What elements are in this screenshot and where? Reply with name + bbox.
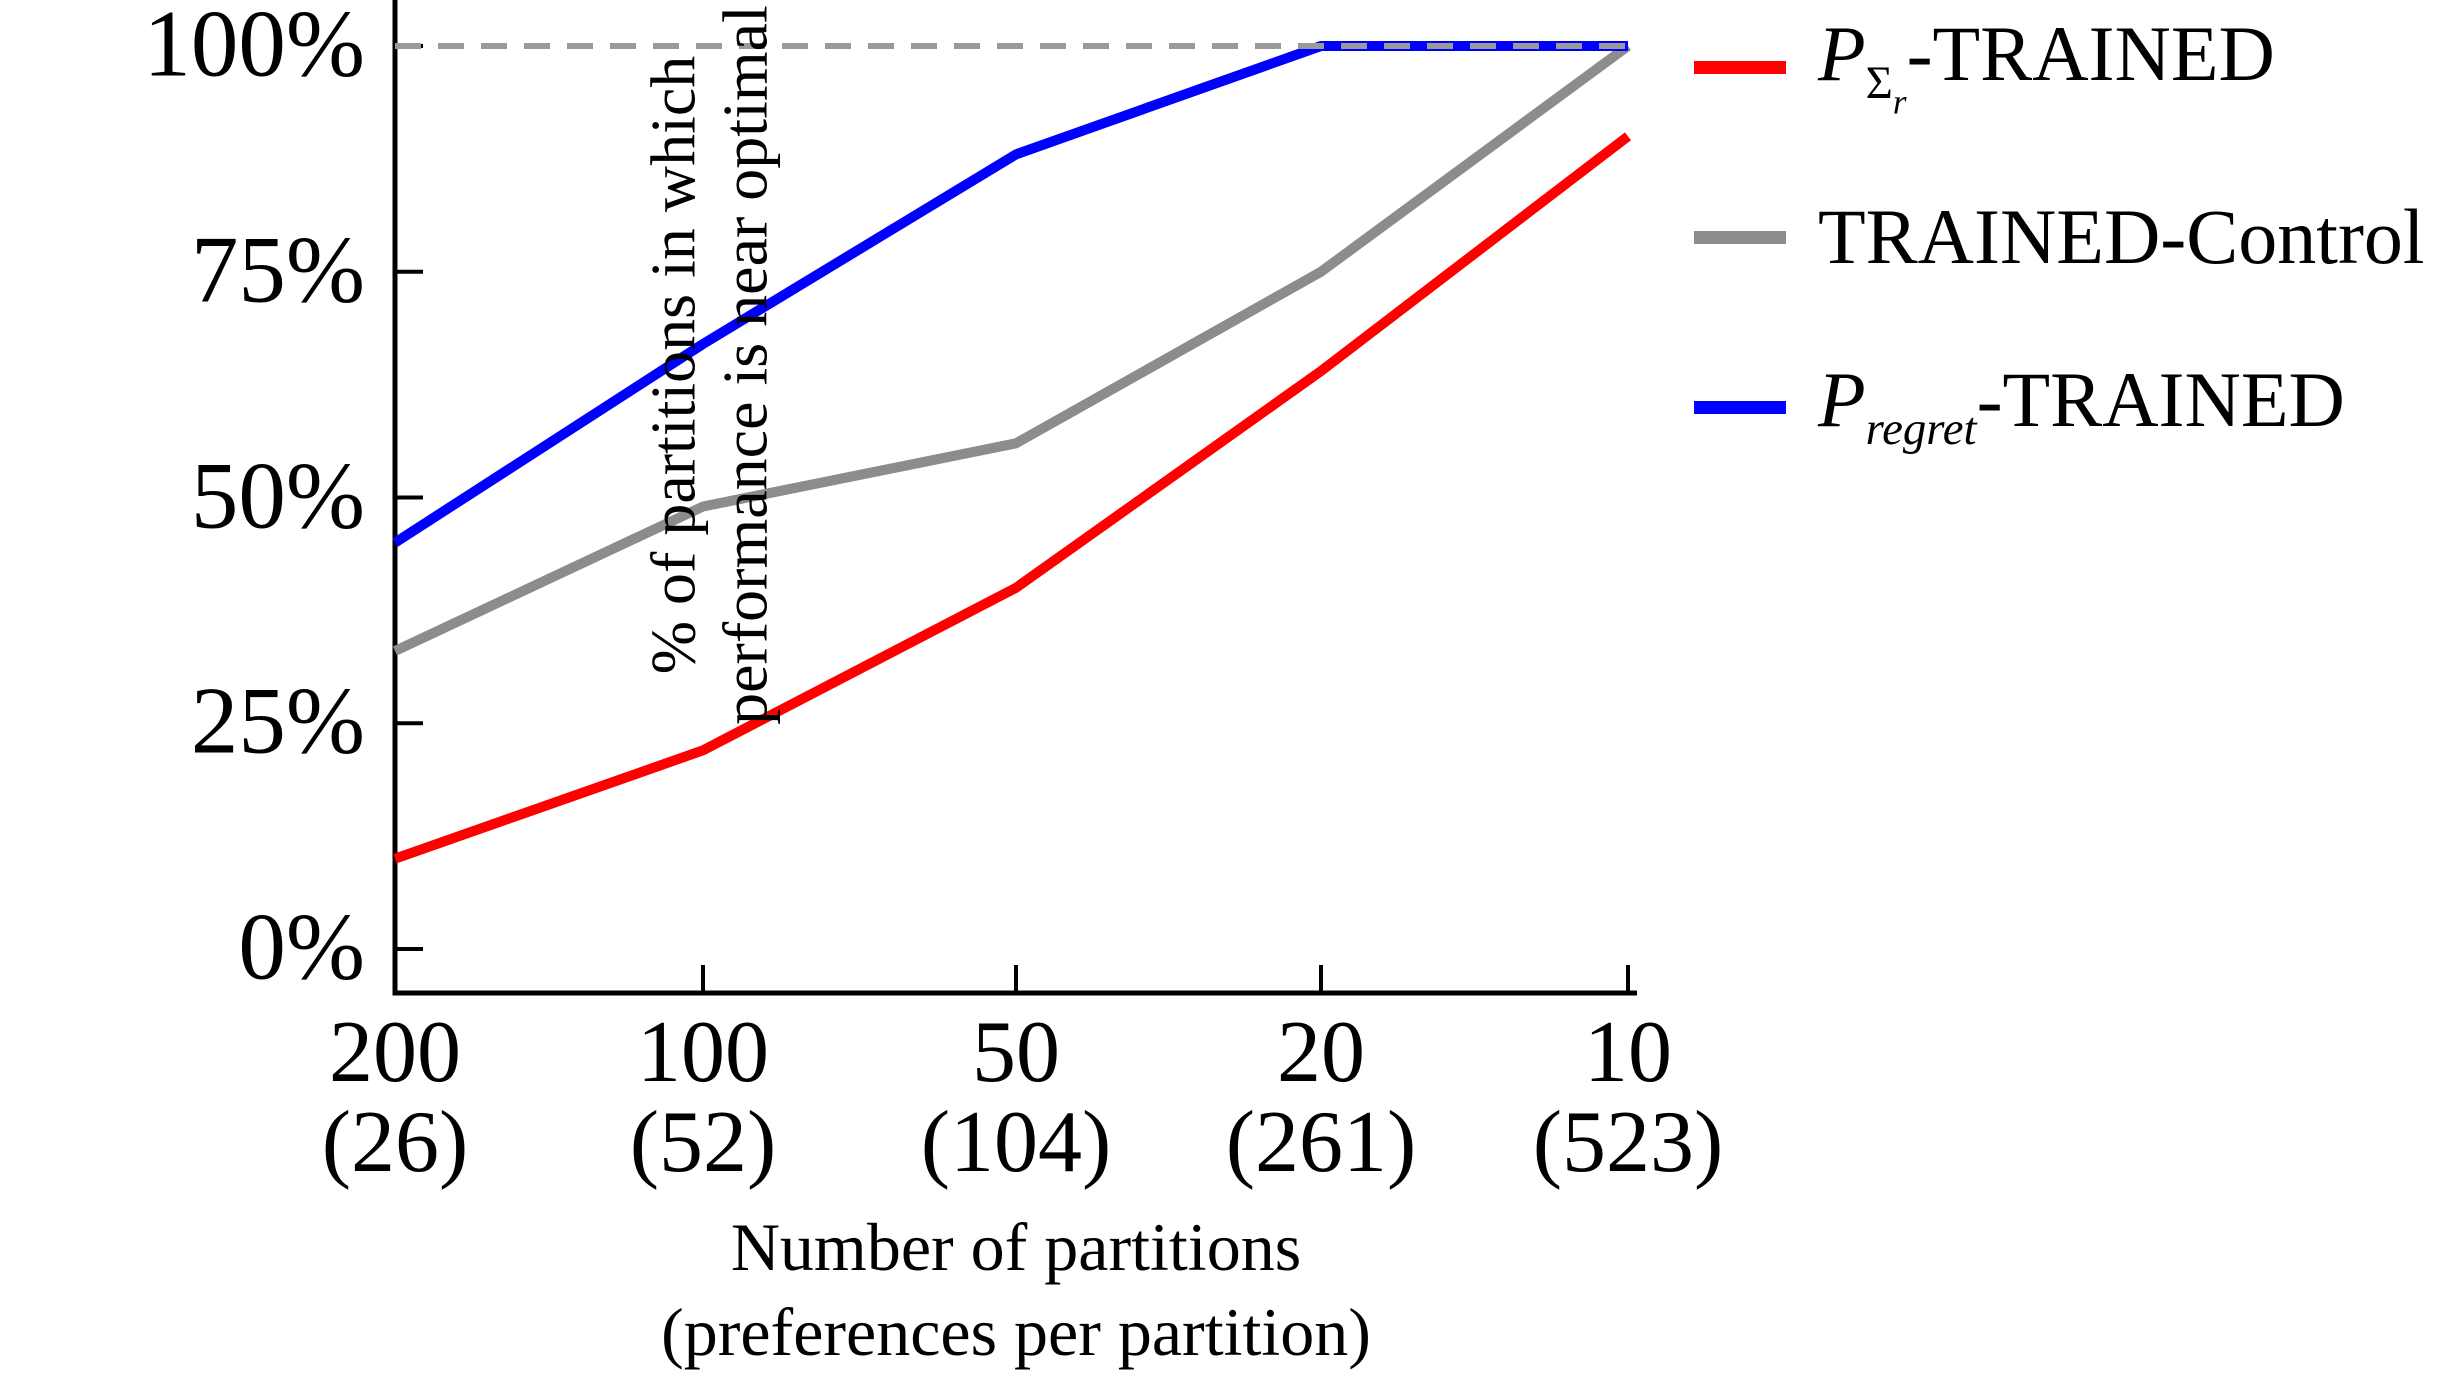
axis-spines [392, 0, 1637, 996]
legend: PΣr-TRAINED TRAINED-Control Pregret-TRAINE… [1694, 14, 2425, 528]
legend-label-p-regret-trained: Pregret-TRAINED [1818, 361, 2345, 453]
x-tick-partitions: 200 [328, 1004, 461, 1101]
legend-label-token: regret [1865, 402, 1977, 455]
legend-swatch-trained-control [1694, 230, 1786, 244]
x-tick-preferences: (261) [1225, 1093, 1417, 1191]
y-tick-label-0pct: 0% [238, 893, 365, 1000]
x-tick-partitions: 100 [636, 1004, 769, 1101]
y-axis-label: % of partitions in which performance is … [638, 0, 783, 975]
legend-row-trained-control: TRAINED-Control [1694, 188, 2425, 286]
legend-label-token: r [1892, 82, 1907, 122]
legend-label-token: -TRAINED [1906, 9, 2275, 97]
legend-label-trained-control: TRAINED-Control [1818, 198, 2425, 276]
x-tick-label-20: 20 (261) [1226, 1008, 1417, 1188]
y-tick-label-100pct: 100% [143, 0, 365, 97]
legend-label-token: -TRAINED [1976, 356, 2345, 444]
x-axis-label-line2: (preferences per partition) [661, 1294, 1371, 1370]
x-tick-label-10: 10 (523) [1533, 1008, 1724, 1188]
x-tick-preferences: (523) [1532, 1093, 1724, 1191]
legend-label-token: Σ [1865, 56, 1893, 109]
y-axis-label-line2: performance is near optimal [710, 5, 781, 725]
legend-label-token: TRAINED-Control [1818, 193, 2425, 280]
x-tick-partitions: 10 [1583, 1004, 1672, 1101]
x-axis-label-line1: Number of partitions [730, 1209, 1302, 1285]
series-line-p-sigma-r-trained [393, 132, 1632, 864]
x-tick-label-50: 50 (104) [921, 1008, 1112, 1188]
series-line-p-regret-trained [392, 41, 1628, 547]
x-tick-preferences: (26) [321, 1093, 469, 1191]
x-tick-preferences: (104) [920, 1093, 1112, 1191]
legend-swatch-p-sigma-r-trained [1694, 60, 1786, 74]
x-tick-preferences: (52) [629, 1093, 777, 1191]
x-tick-partitions: 50 [971, 1004, 1060, 1101]
y-tick-label-50pct: 50% [190, 442, 365, 549]
y-tick-label-75pct: 75% [190, 216, 365, 323]
y-tick-label-25pct: 25% [190, 667, 365, 774]
x-axis-label: Number of partitions (preferences per pa… [661, 1205, 1371, 1375]
legend-row-p-regret-trained: Pregret-TRAINED [1694, 358, 2425, 456]
x-tick-label-200: 200 (26) [322, 1008, 469, 1188]
legend-label-p-sigma-r-trained: PΣr-TRAINED [1818, 14, 2275, 122]
legend-label-token: P [1818, 9, 1866, 97]
legend-swatch-p-regret-trained [1694, 400, 1786, 414]
legend-label-token: P [1818, 356, 1866, 444]
x-tick-partitions: 20 [1276, 1004, 1365, 1101]
legend-row-p-sigma-r-trained: PΣr-TRAINED [1694, 14, 2425, 122]
series-line-trained-control [392, 41, 1631, 656]
y-axis-label-line1: % of partitions in which [637, 55, 709, 675]
x-tick-label-100: 100 (52) [630, 1008, 777, 1188]
